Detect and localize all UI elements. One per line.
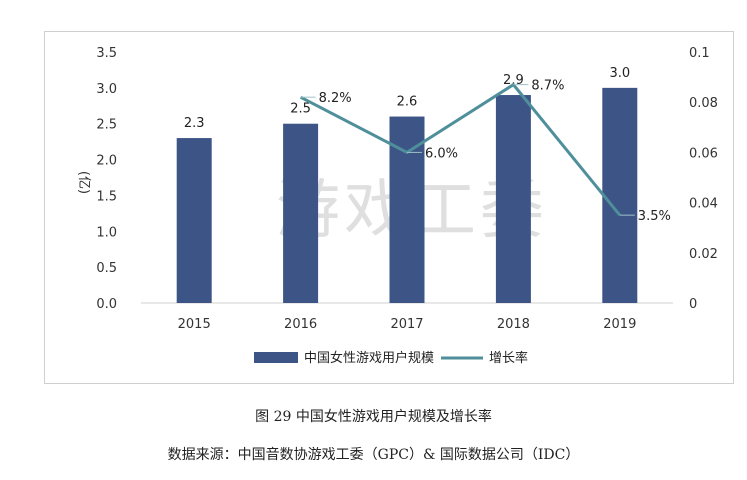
y2-tick-label: 0 xyxy=(689,297,697,312)
growth-value-label: 8.7% xyxy=(531,79,564,94)
growth-line xyxy=(299,83,621,217)
combo-chart: 游戏工委0.00.51.01.52.02.53.03.5(亿)00.020.04… xyxy=(76,46,718,366)
bar xyxy=(495,95,531,304)
x-tick-label: 2018 xyxy=(497,317,530,332)
source-caption: 数据来源：中国音数协游戏工委（GPC）& 国际数据公司（IDC） xyxy=(167,447,580,463)
bar-value-label: 2.5 xyxy=(290,102,311,117)
chart-frame: 游戏工委0.00.51.01.52.02.53.03.5(亿)00.020.04… xyxy=(44,31,734,384)
growth-value-label: 3.5% xyxy=(638,209,671,224)
bar xyxy=(283,123,319,303)
x-tick-label: 2019 xyxy=(603,317,636,332)
y-tick-label: 3.5 xyxy=(96,46,117,61)
y-tick-label: 2.0 xyxy=(96,154,117,169)
y-tick-label: 3.0 xyxy=(96,82,117,97)
y2-tick-label: 0.04 xyxy=(689,197,718,212)
x-tick-label: 2017 xyxy=(390,317,423,332)
y2-tick-label: 0.08 xyxy=(689,96,718,111)
bar xyxy=(602,87,638,303)
y2-tick-label: 0.02 xyxy=(689,247,718,262)
legend-bar-swatch xyxy=(254,352,298,363)
y2-tick-label: 0.1 xyxy=(689,46,710,61)
figure-caption: 图 29 中国女性游戏用户规模及增长率 xyxy=(255,409,492,425)
legend-line-label: 增长率 xyxy=(489,350,528,366)
y-tick-label: 1.5 xyxy=(96,189,117,204)
growth-value-label: 6.0% xyxy=(425,146,458,161)
bar xyxy=(176,138,212,303)
y-tick-label: 1.0 xyxy=(96,225,117,240)
legend-bar-label: 中国女性游戏用户规模 xyxy=(304,350,434,366)
bar-value-label: 2.3 xyxy=(184,116,205,131)
y-tick-label: 0.5 xyxy=(96,261,117,276)
y2-tick-label: 0.06 xyxy=(689,146,718,161)
x-tick-label: 2015 xyxy=(178,317,211,332)
y-axis-label: (亿) xyxy=(76,171,91,194)
bar-value-label: 3.0 xyxy=(609,66,630,81)
y-tick-label: 0.0 xyxy=(96,297,117,312)
growth-value-label: 8.2% xyxy=(319,91,352,106)
y-tick-label: 2.5 xyxy=(96,118,117,133)
bar-value-label: 2.6 xyxy=(397,95,418,110)
x-tick-label: 2016 xyxy=(284,317,317,332)
